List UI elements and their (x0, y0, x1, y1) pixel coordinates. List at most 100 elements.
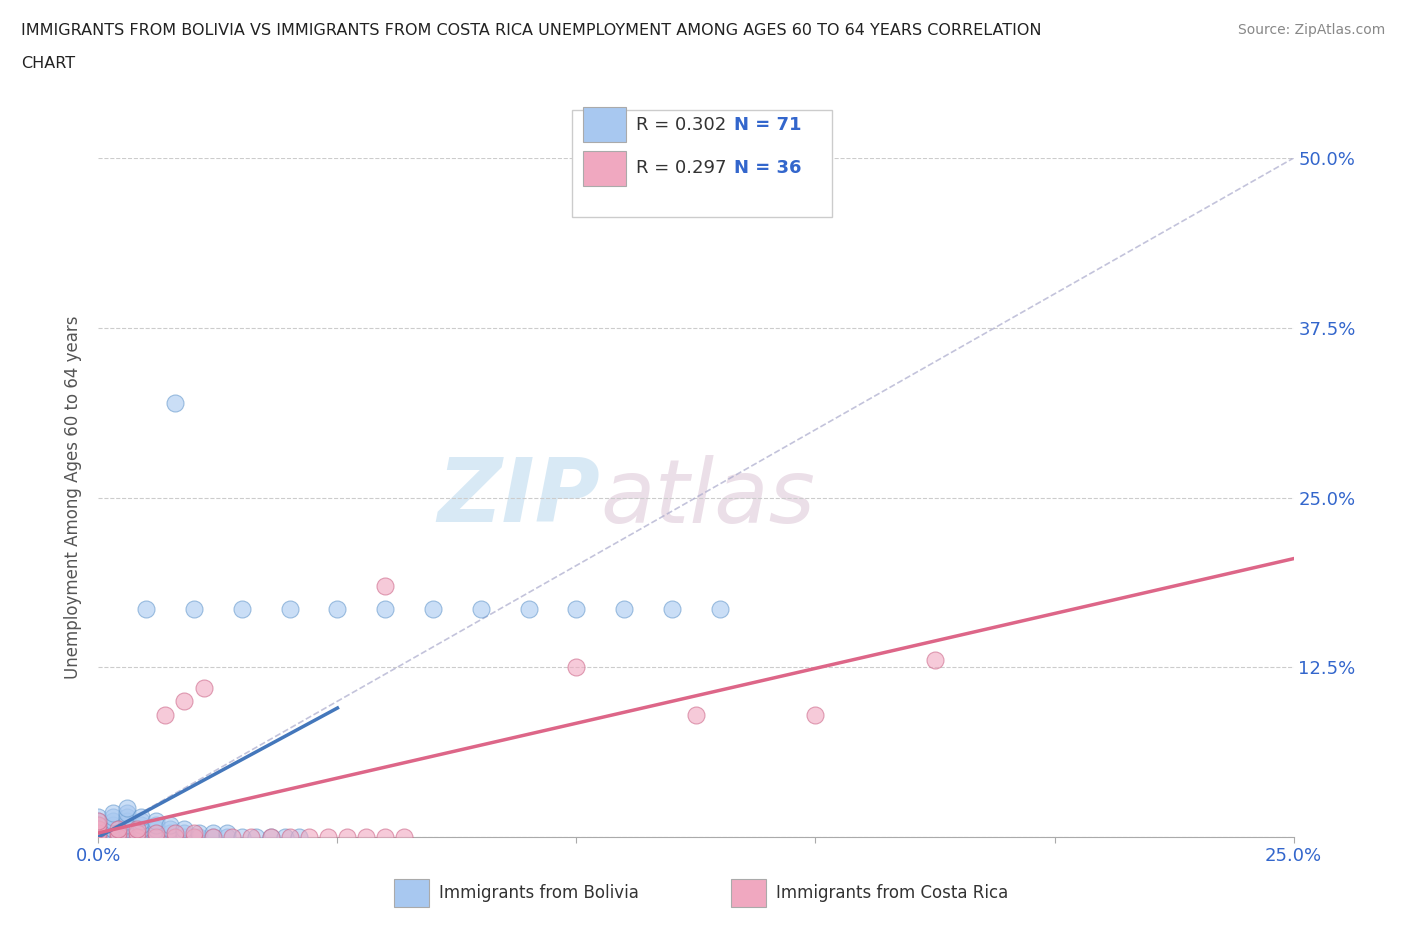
Point (87, 813, 110, 828)
Point (159, 826, 181, 841)
Text: atlas: atlas (600, 455, 815, 540)
Point (87, 817, 110, 832)
Point (115, 826, 138, 841)
Point (125, 830, 148, 844)
Point (278, 602, 301, 617)
Point (131, 817, 153, 832)
Text: ZIP: ZIP (437, 454, 600, 541)
Point (173, 821, 195, 836)
Point (565, 602, 588, 617)
Point (202, 830, 225, 844)
Point (131, 809, 153, 824)
Text: N = 36: N = 36 (734, 159, 801, 178)
Point (217, 826, 239, 841)
Point (173, 830, 195, 844)
Point (87, 821, 110, 836)
Text: N = 71: N = 71 (734, 115, 801, 134)
Point (159, 817, 181, 832)
Point (131, 821, 153, 836)
Point (125, 826, 148, 841)
Point (101, 817, 124, 832)
Point (101, 830, 124, 844)
Point (193, 680, 215, 695)
Point (374, 830, 396, 844)
Point (159, 821, 181, 836)
Point (183, 826, 205, 841)
Point (374, 578, 396, 593)
Point (87, 821, 110, 836)
Point (354, 830, 377, 844)
Point (661, 602, 683, 617)
Point (470, 602, 492, 617)
Point (613, 602, 636, 617)
Point (187, 826, 209, 841)
Y-axis label: Unemployment Among Ages 60 to 64 years: Unemployment Among Ages 60 to 64 years (65, 316, 83, 679)
Point (101, 813, 124, 828)
Point (183, 830, 205, 844)
Point (274, 830, 297, 844)
Point (163, 395, 186, 410)
Point (145, 817, 167, 832)
Point (87, 830, 110, 844)
Point (87, 830, 110, 844)
Text: Immigrants from Costa Rica: Immigrants from Costa Rica (776, 884, 1008, 902)
Point (288, 830, 311, 844)
Point (107, 821, 129, 836)
Point (517, 602, 540, 617)
Point (87, 826, 110, 841)
Point (115, 830, 138, 844)
Point (231, 830, 253, 844)
Point (374, 602, 396, 617)
Point (115, 805, 138, 820)
Point (101, 826, 124, 841)
Point (87, 830, 110, 844)
Point (565, 660, 588, 675)
Point (101, 805, 124, 820)
Point (804, 708, 827, 723)
Point (709, 602, 731, 617)
Point (259, 830, 281, 844)
Point (173, 694, 195, 709)
Point (245, 830, 267, 844)
Point (155, 708, 177, 723)
Point (173, 826, 195, 841)
Point (135, 602, 157, 617)
Point (240, 830, 263, 844)
Point (87, 826, 110, 841)
Point (87, 826, 110, 841)
Point (336, 830, 359, 844)
Point (326, 602, 349, 617)
Point (685, 708, 707, 723)
Point (202, 826, 225, 841)
Point (87, 817, 110, 832)
Point (87, 809, 110, 824)
Point (394, 830, 416, 844)
Point (115, 801, 138, 816)
Point (145, 830, 167, 844)
Point (101, 826, 124, 841)
Point (278, 830, 301, 844)
Point (101, 830, 124, 844)
Point (183, 602, 205, 617)
Point (131, 830, 153, 844)
Point (145, 826, 167, 841)
Point (163, 826, 186, 841)
Text: Source: ZipAtlas.com: Source: ZipAtlas.com (1237, 23, 1385, 37)
Text: CHART: CHART (21, 56, 75, 71)
Point (217, 830, 239, 844)
Point (221, 830, 243, 844)
Point (202, 830, 225, 844)
Point (145, 826, 167, 841)
Point (187, 830, 209, 844)
Point (422, 602, 444, 617)
Text: IMMIGRANTS FROM BOLIVIA VS IMMIGRANTS FROM COSTA RICA UNEMPLOYMENT AMONG AGES 60: IMMIGRANTS FROM BOLIVIA VS IMMIGRANTS FR… (21, 23, 1042, 38)
Point (115, 821, 138, 836)
Point (87, 830, 110, 844)
Point (101, 821, 124, 836)
Point (159, 830, 181, 844)
Text: R = 0.297: R = 0.297 (636, 159, 725, 178)
Point (145, 821, 167, 836)
Point (115, 817, 138, 832)
Point (131, 826, 153, 841)
Point (87, 813, 110, 828)
